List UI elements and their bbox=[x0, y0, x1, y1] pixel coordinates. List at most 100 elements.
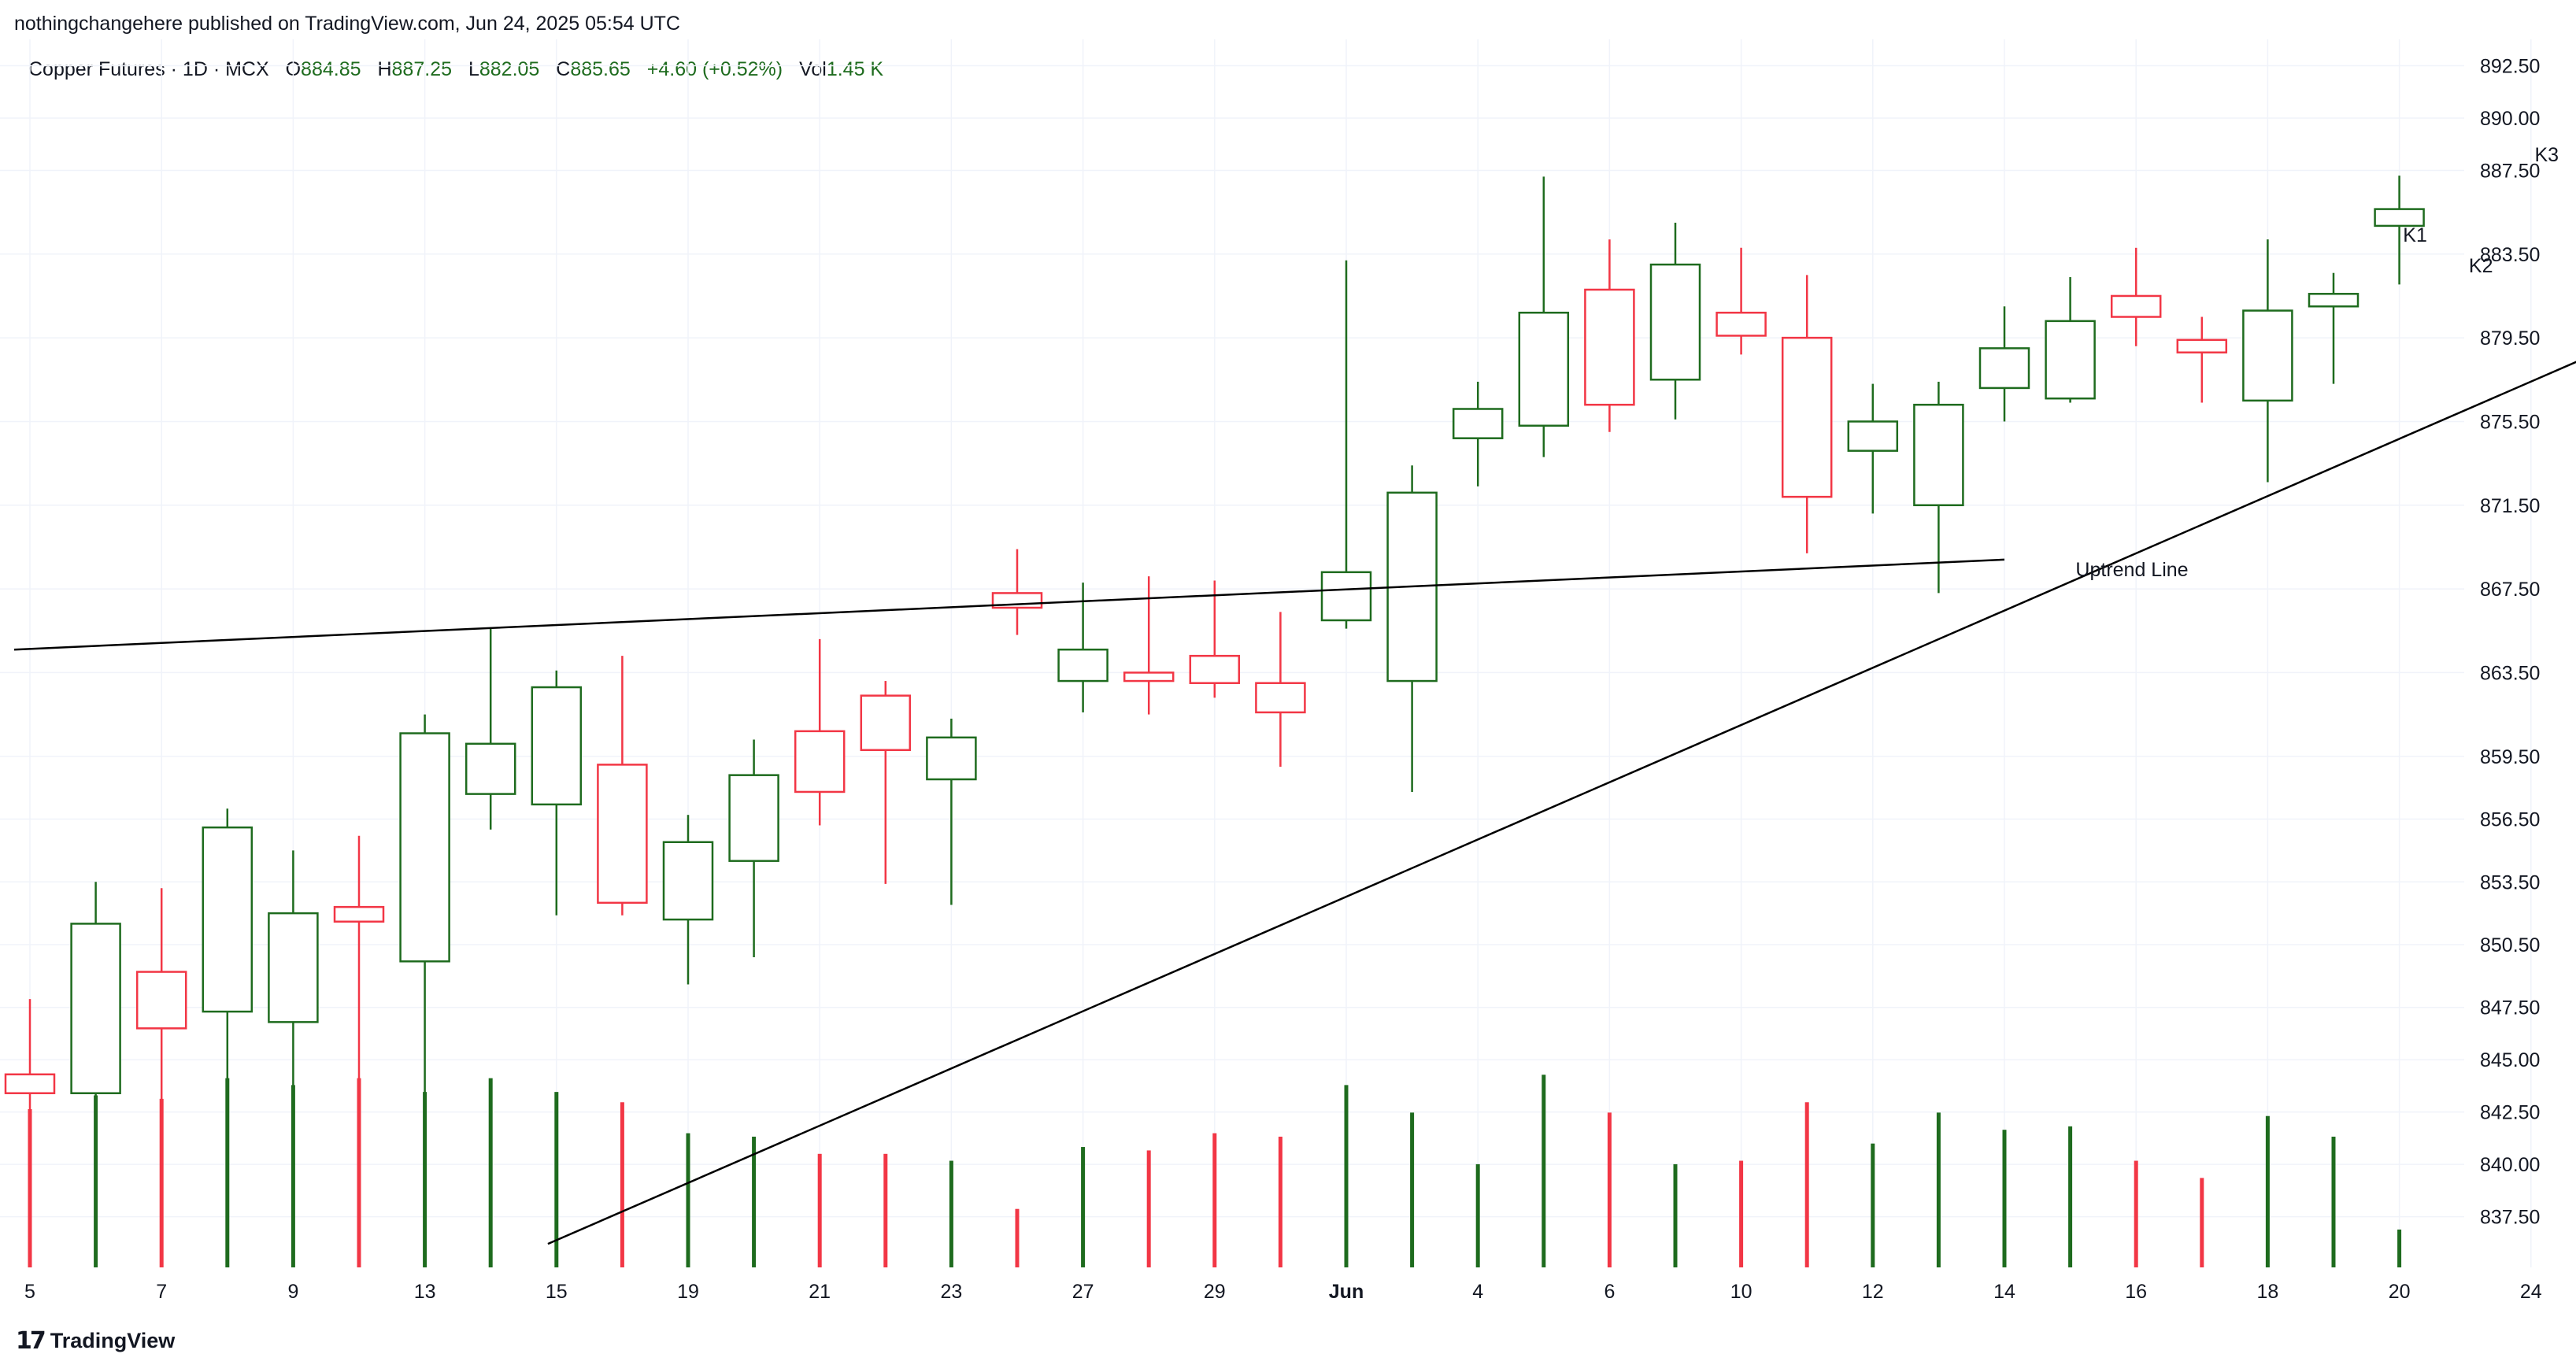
tradingview-logo[interactable]: 17 TradingView bbox=[16, 1327, 175, 1355]
x-tick-label: 24 bbox=[2520, 1281, 2542, 1303]
volume-bar bbox=[2397, 1229, 2402, 1267]
low-label: L bbox=[468, 58, 479, 80]
candle-body bbox=[1123, 671, 1175, 682]
publish-info: nothingchangehere published on TradingVi… bbox=[14, 13, 680, 35]
y-tick-label: 847.50 bbox=[2480, 997, 2540, 1019]
candle-body bbox=[202, 826, 254, 1013]
volume-label: Vol bbox=[799, 58, 827, 80]
x-tick-label: 21 bbox=[809, 1281, 831, 1303]
candle-body bbox=[70, 923, 121, 1094]
volume-bar bbox=[2134, 1160, 2138, 1267]
candle-body bbox=[1518, 311, 1570, 427]
candle-body bbox=[794, 730, 846, 793]
open-value: 884.85 bbox=[301, 58, 361, 80]
x-tick-label: 5 bbox=[24, 1281, 35, 1303]
candle-body bbox=[135, 971, 187, 1030]
candle-body bbox=[2176, 338, 2228, 353]
y-tick-label: 871.50 bbox=[2480, 495, 2540, 517]
volume-bar bbox=[2265, 1115, 2270, 1267]
y-tick-label: 867.50 bbox=[2480, 579, 2540, 601]
candle-body bbox=[597, 764, 648, 904]
x-tick-label: 20 bbox=[2389, 1281, 2411, 1303]
high-label: H bbox=[377, 58, 392, 80]
candle-body bbox=[728, 774, 779, 862]
candle-body bbox=[1913, 403, 1964, 507]
volume-bar bbox=[1344, 1085, 1349, 1267]
symbol-name[interactable]: Copper Futures · 1D · MCX bbox=[28, 58, 269, 80]
y-tick-label: 887.50 bbox=[2480, 160, 2540, 182]
resistance-line bbox=[13, 558, 2005, 651]
volume-bar bbox=[620, 1102, 624, 1267]
change-value: +4.60 (+0.52%) bbox=[646, 58, 783, 80]
volume-bar bbox=[1410, 1112, 1415, 1267]
price-axis[interactable]: 837.50 840.00 842.50 845.00 847.50 850.50 853.… bbox=[2480, 56, 2540, 1229]
candle-body bbox=[531, 686, 583, 806]
volume-bar bbox=[2200, 1178, 2204, 1267]
volume-bar bbox=[949, 1160, 953, 1267]
volume-bar bbox=[1212, 1133, 1217, 1267]
volume-bar bbox=[1804, 1102, 1809, 1267]
y-tick-label: 883.50 bbox=[2480, 244, 2540, 266]
volume-bar bbox=[1936, 1112, 1941, 1267]
candle-body bbox=[399, 732, 450, 963]
candle-body bbox=[464, 742, 516, 795]
tradingview-logo-icon: 17 bbox=[16, 1327, 46, 1355]
volume-bar bbox=[1542, 1075, 1546, 1267]
volume-bar bbox=[1475, 1163, 1480, 1267]
volume-bar bbox=[1739, 1160, 1744, 1267]
x-tick-label: 19 bbox=[677, 1281, 699, 1303]
candle-body bbox=[2045, 320, 2096, 400]
tradingview-brand: TradingView bbox=[50, 1329, 176, 1352]
y-tick-label: 837.50 bbox=[2480, 1207, 2540, 1229]
volume-bar bbox=[1673, 1163, 1678, 1267]
y-tick-label: 845.00 bbox=[2480, 1049, 2540, 1071]
candle-body bbox=[1452, 408, 1504, 439]
high-value: 887.25 bbox=[391, 58, 452, 80]
time-axis[interactable]: 5 7 9 13 15 19 21 23 27 29 Jun 4 6 10 12 14 16 18 20 24 bbox=[24, 1281, 2542, 1303]
candle-body bbox=[1781, 336, 1833, 498]
candle-body bbox=[2110, 294, 2162, 318]
close-value: 885.65 bbox=[570, 58, 631, 80]
x-tick-label: 7 bbox=[156, 1281, 167, 1303]
annotation-label: Uptrend Line bbox=[2075, 559, 2188, 581]
candle-body bbox=[662, 841, 714, 921]
uptrend-line bbox=[547, 361, 2576, 1245]
candle-body bbox=[1847, 420, 1899, 452]
candle-body bbox=[1057, 648, 1108, 682]
y-tick-label: 856.50 bbox=[2480, 809, 2540, 831]
x-tick-label: 23 bbox=[940, 1281, 962, 1303]
x-tick-label: 27 bbox=[1072, 1281, 1094, 1303]
x-tick-label: 10 bbox=[1730, 1281, 1752, 1303]
y-tick-label: 863.50 bbox=[2480, 662, 2540, 684]
annotation-label: K2 bbox=[2469, 255, 2493, 277]
x-tick-label: 18 bbox=[2256, 1281, 2278, 1303]
volume-bar bbox=[1607, 1112, 1612, 1267]
candle-body bbox=[1978, 347, 2030, 390]
volume-bar bbox=[883, 1153, 888, 1267]
low-value: 882.05 bbox=[479, 58, 540, 80]
x-tick-label: 14 bbox=[1993, 1281, 2015, 1303]
x-tick-label: 6 bbox=[1604, 1281, 1615, 1303]
x-tick-label: 12 bbox=[1862, 1281, 1884, 1303]
candle-body bbox=[2242, 309, 2293, 402]
chart-annotations: K1 K2 K3 Uptrend Line bbox=[2075, 144, 2559, 581]
candle-body bbox=[2308, 293, 2359, 308]
y-tick-label: 842.50 bbox=[2480, 1102, 2540, 1124]
volume-value: 1.45 K bbox=[826, 58, 884, 80]
candle-body bbox=[1584, 288, 1635, 406]
x-tick-label: 16 bbox=[2125, 1281, 2147, 1303]
volume-bar bbox=[752, 1136, 757, 1267]
volume-bar bbox=[686, 1133, 690, 1267]
x-tick-label: 29 bbox=[1204, 1281, 1226, 1303]
y-tick-label: 840.00 bbox=[2480, 1154, 2540, 1176]
candle-body bbox=[1255, 682, 1306, 714]
candle-body bbox=[2374, 208, 2425, 228]
y-tick-label: 892.50 bbox=[2480, 56, 2540, 78]
volume-bar bbox=[1871, 1143, 1875, 1267]
y-tick-label: 850.50 bbox=[2480, 934, 2540, 956]
x-tick-label: 13 bbox=[414, 1281, 436, 1303]
symbol-legend: Copper Futures · 1D · MCX O884.85 H887.2… bbox=[28, 58, 883, 81]
candlesticks bbox=[4, 176, 2425, 1248]
y-tick-label: 853.50 bbox=[2480, 871, 2540, 893]
